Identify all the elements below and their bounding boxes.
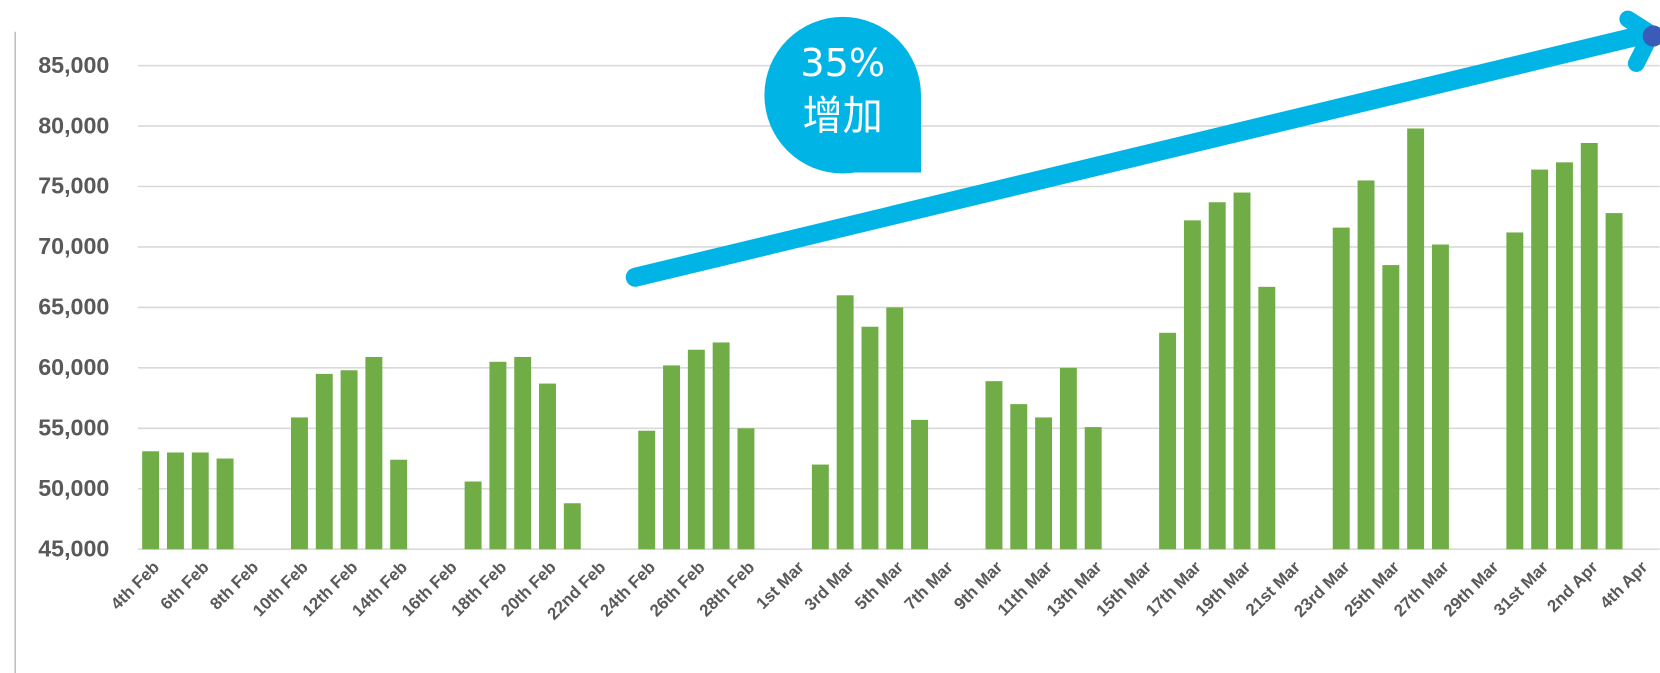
bar — [1531, 169, 1549, 550]
bar — [1258, 286, 1276, 550]
bar — [1382, 265, 1400, 550]
bar — [1084, 427, 1102, 550]
bar — [1357, 180, 1375, 550]
x-tick-label: 7th Mar — [901, 557, 957, 613]
y-tick-label: 65,000 — [38, 294, 109, 320]
arrow-shaft — [625, 26, 1648, 287]
bar — [539, 383, 556, 550]
bar — [1010, 404, 1028, 550]
callout: 35% 增加 — [764, 16, 922, 174]
bar — [1035, 417, 1053, 550]
x-tick-label: 31st Mar — [1490, 557, 1552, 619]
bar — [489, 361, 507, 550]
y-tick-label: 70,000 — [38, 233, 109, 259]
bar — [365, 356, 383, 550]
y-tick-label: 45,000 — [38, 535, 109, 561]
bar — [1431, 244, 1449, 550]
callout-text: 35% — [800, 41, 885, 85]
x-tick-label: 4th Feb — [107, 558, 163, 614]
bar — [514, 356, 532, 550]
bar — [1059, 367, 1077, 550]
bar — [191, 452, 209, 550]
x-tick-label: 6th Feb — [157, 558, 213, 614]
bar — [166, 452, 184, 550]
trend-arrow — [625, 10, 1660, 287]
bar — [390, 459, 408, 550]
bar — [911, 419, 929, 550]
bar — [315, 373, 333, 550]
bar — [1208, 202, 1226, 550]
bar — [737, 428, 755, 550]
bar — [861, 326, 879, 550]
bar — [663, 365, 680, 550]
x-tick-label: 1st Mar — [753, 557, 809, 613]
y-tick-label: 85,000 — [38, 52, 109, 78]
x-tick-label: 5th Mar — [851, 557, 907, 613]
bar — [1233, 192, 1251, 550]
bar — [1580, 142, 1598, 550]
x-tick-label: 4th Apr — [1596, 557, 1651, 612]
bar — [836, 295, 854, 550]
bar — [1183, 220, 1201, 550]
bar — [1555, 162, 1573, 550]
bar — [1332, 227, 1350, 550]
bar — [142, 451, 160, 550]
y-tick-label: 50,000 — [38, 475, 109, 501]
y-tick-label: 60,000 — [38, 354, 109, 380]
arrow-tip — [1642, 25, 1660, 47]
bar — [1407, 128, 1425, 550]
bar — [563, 503, 581, 550]
bar — [291, 417, 308, 550]
bar — [340, 370, 358, 550]
bar — [712, 342, 730, 550]
x-tick-label: 28th Feb — [696, 558, 759, 621]
bar — [464, 481, 482, 550]
callout-tail — [842, 95, 922, 173]
bar — [1159, 332, 1177, 550]
bar — [811, 464, 829, 550]
bar — [1605, 213, 1623, 550]
y-tick-label: 55,000 — [38, 414, 109, 440]
y-tick-label: 80,000 — [38, 112, 109, 138]
x-tick-label: 3rd Mar — [801, 557, 858, 614]
callout-text: 增加 — [802, 94, 882, 140]
bar — [216, 458, 234, 550]
bar — [687, 349, 705, 550]
y-tick-label: 75,000 — [38, 173, 109, 199]
bar — [985, 381, 1003, 550]
bar — [1506, 232, 1524, 550]
bar — [886, 307, 904, 550]
bars — [142, 128, 1623, 550]
x-tick-label: 2nd Apr — [1543, 557, 1601, 615]
bar — [638, 430, 656, 550]
